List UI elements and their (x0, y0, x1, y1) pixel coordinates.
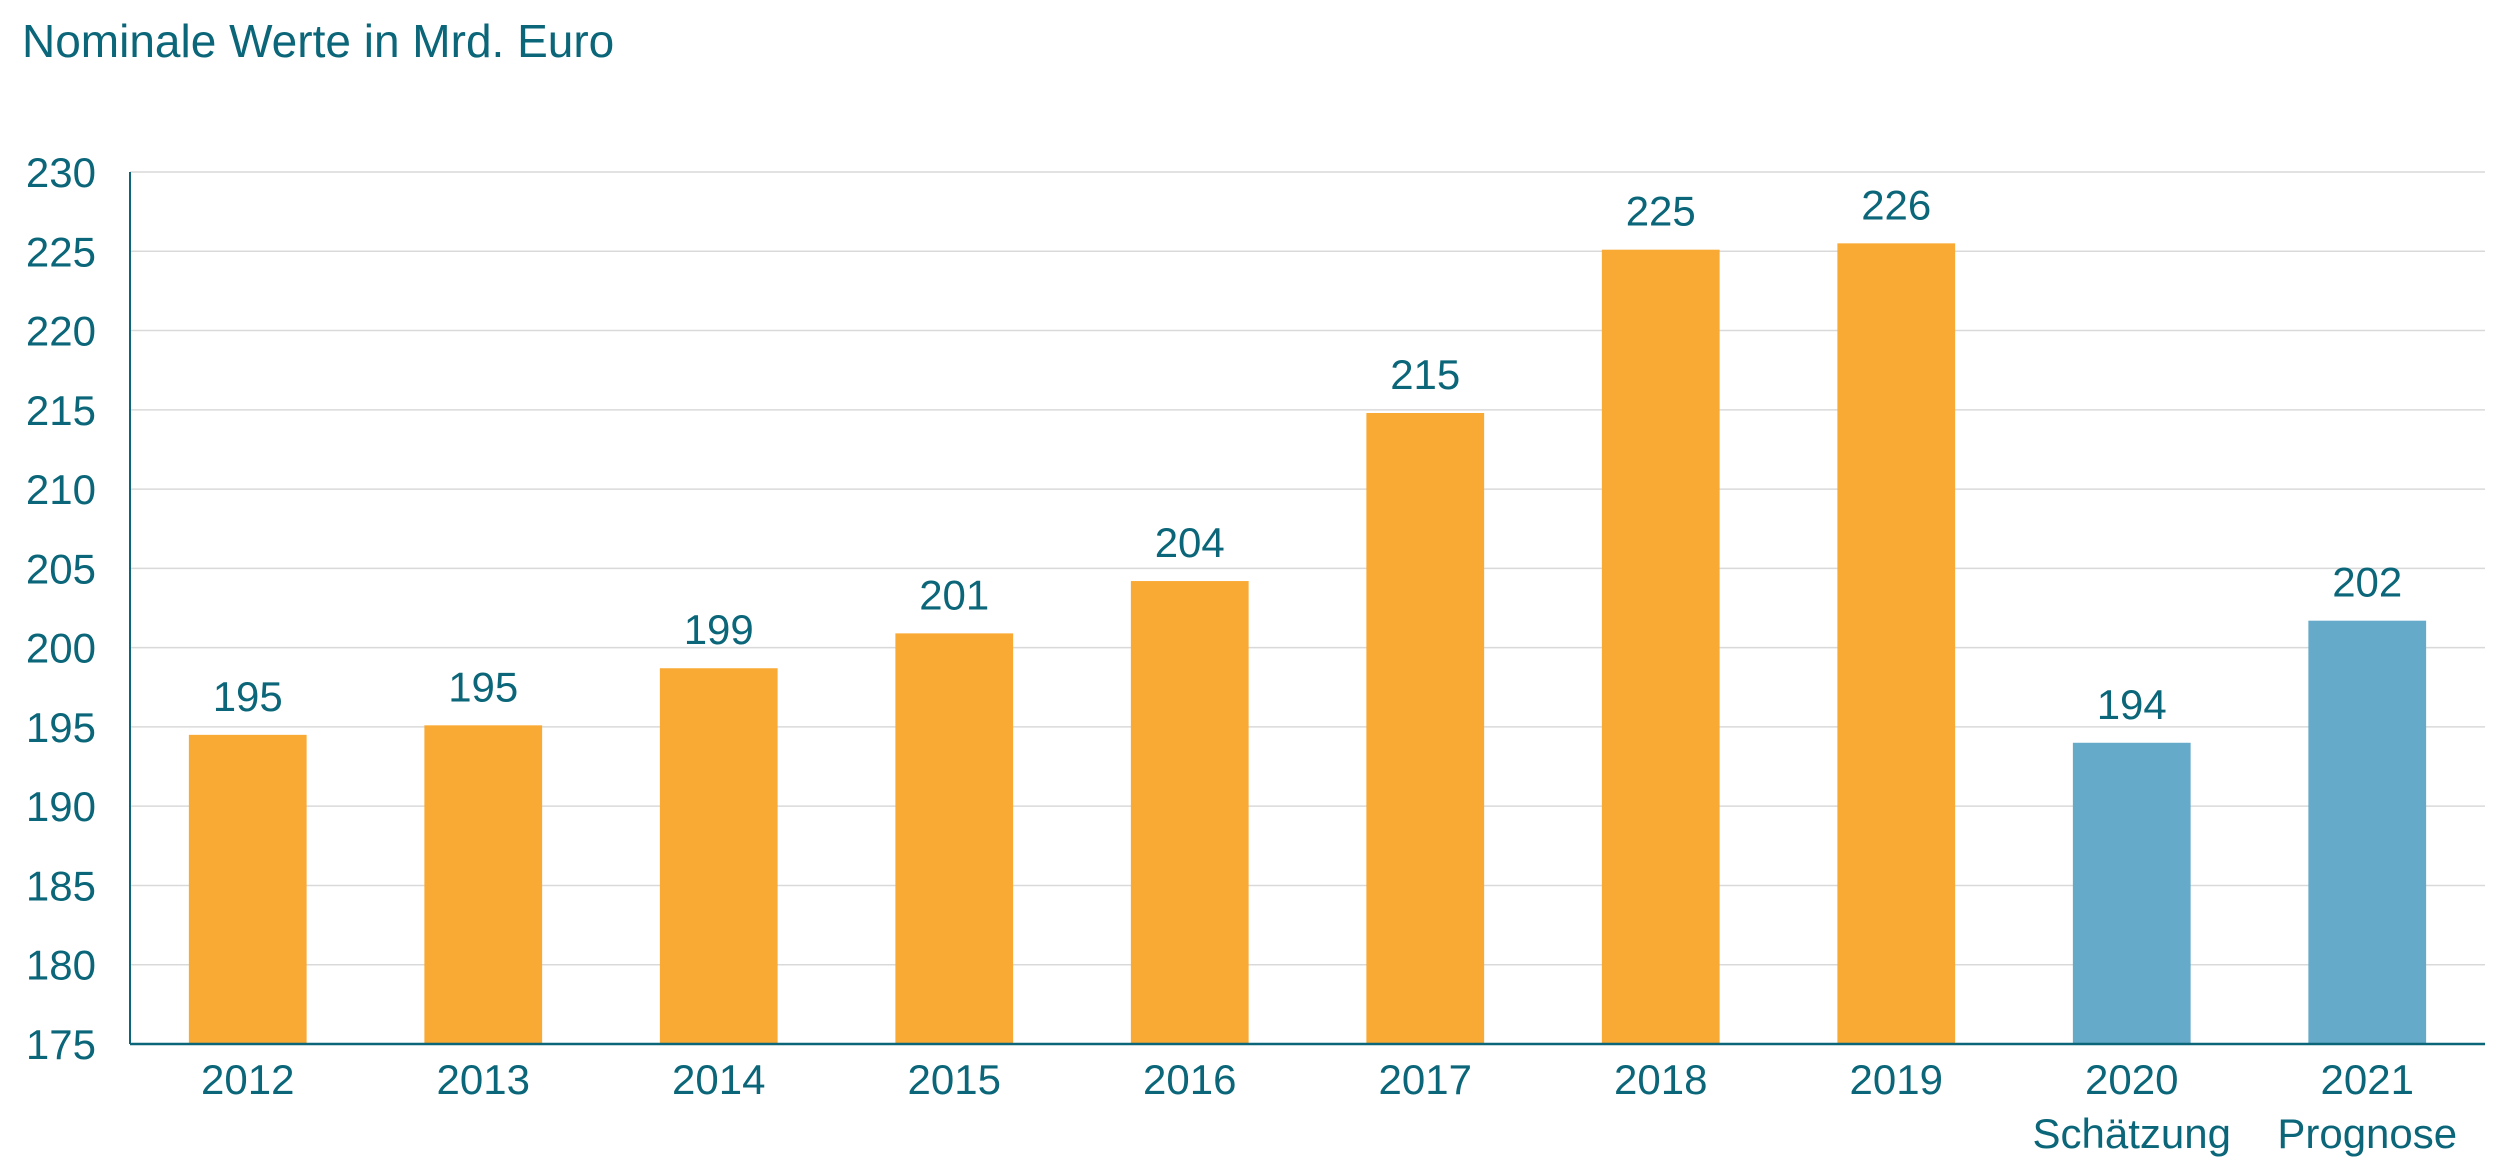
bar-2021 (2308, 620, 2427, 1044)
bar-2017 (1366, 412, 1485, 1044)
x-tick-label: 2014 (672, 1056, 765, 1103)
y-tick-label: 230 (26, 149, 96, 196)
data-label-2020: 194 (2097, 681, 2167, 728)
bar-2013 (424, 725, 543, 1044)
x-sublabel: Schätzung (2033, 1110, 2231, 1157)
bar-2016 (1130, 581, 1249, 1044)
bar-2020 (2072, 742, 2191, 1044)
bar-2014 (659, 668, 778, 1044)
chart-title: Nominale Werte in Mrd. Euro (22, 15, 615, 67)
data-label-2018: 225 (1626, 188, 1696, 235)
bar-2019 (1837, 243, 1956, 1044)
x-sublabel: Prognose (2277, 1110, 2457, 1157)
data-label-2017: 215 (1390, 351, 1460, 398)
y-tick-label: 215 (26, 387, 96, 434)
data-label-2014: 199 (684, 606, 754, 653)
bars (188, 243, 2427, 1045)
data-label-2016: 204 (1155, 519, 1225, 566)
x-tick-label: 2016 (1143, 1056, 1236, 1103)
y-tick-label: 180 (26, 942, 96, 989)
x-tick-label: 2018 (1614, 1056, 1707, 1103)
y-tick-label: 185 (26, 862, 96, 909)
y-tick-label: 210 (26, 466, 96, 513)
y-tick-label: 205 (26, 545, 96, 592)
data-label-2013: 195 (448, 663, 518, 710)
x-tick-label: 2015 (908, 1056, 1001, 1103)
x-tick-label: 2019 (1850, 1056, 1943, 1103)
x-tick-label: 2020 (2085, 1056, 2178, 1103)
y-tick-label: 220 (26, 308, 96, 355)
y-tick-label: 195 (26, 704, 96, 751)
bar-2018 (1601, 249, 1720, 1045)
bar-2012 (188, 734, 307, 1044)
data-label-2021: 202 (2332, 559, 2402, 606)
axes (129, 172, 2485, 1046)
y-tick-label: 200 (26, 625, 96, 672)
y-tick-label: 190 (26, 783, 96, 830)
x-tick-label: 2021 (2321, 1056, 2414, 1103)
data-label-2012: 195 (213, 673, 283, 720)
data-label-2015: 201 (919, 571, 989, 618)
labels: 175 180 185 190 195 200 205 210 215 220 225 230 195 2… (26, 149, 2457, 1157)
y-tick-label: 175 (26, 1021, 96, 1068)
x-tick-label: 2012 (201, 1056, 294, 1103)
x-tick-label: 2013 (437, 1056, 530, 1103)
x-tick-label: 2017 (1379, 1056, 1472, 1103)
y-tick-label: 225 (26, 228, 96, 275)
bar-2015 (895, 633, 1014, 1044)
data-label-2019: 226 (1861, 181, 1931, 228)
